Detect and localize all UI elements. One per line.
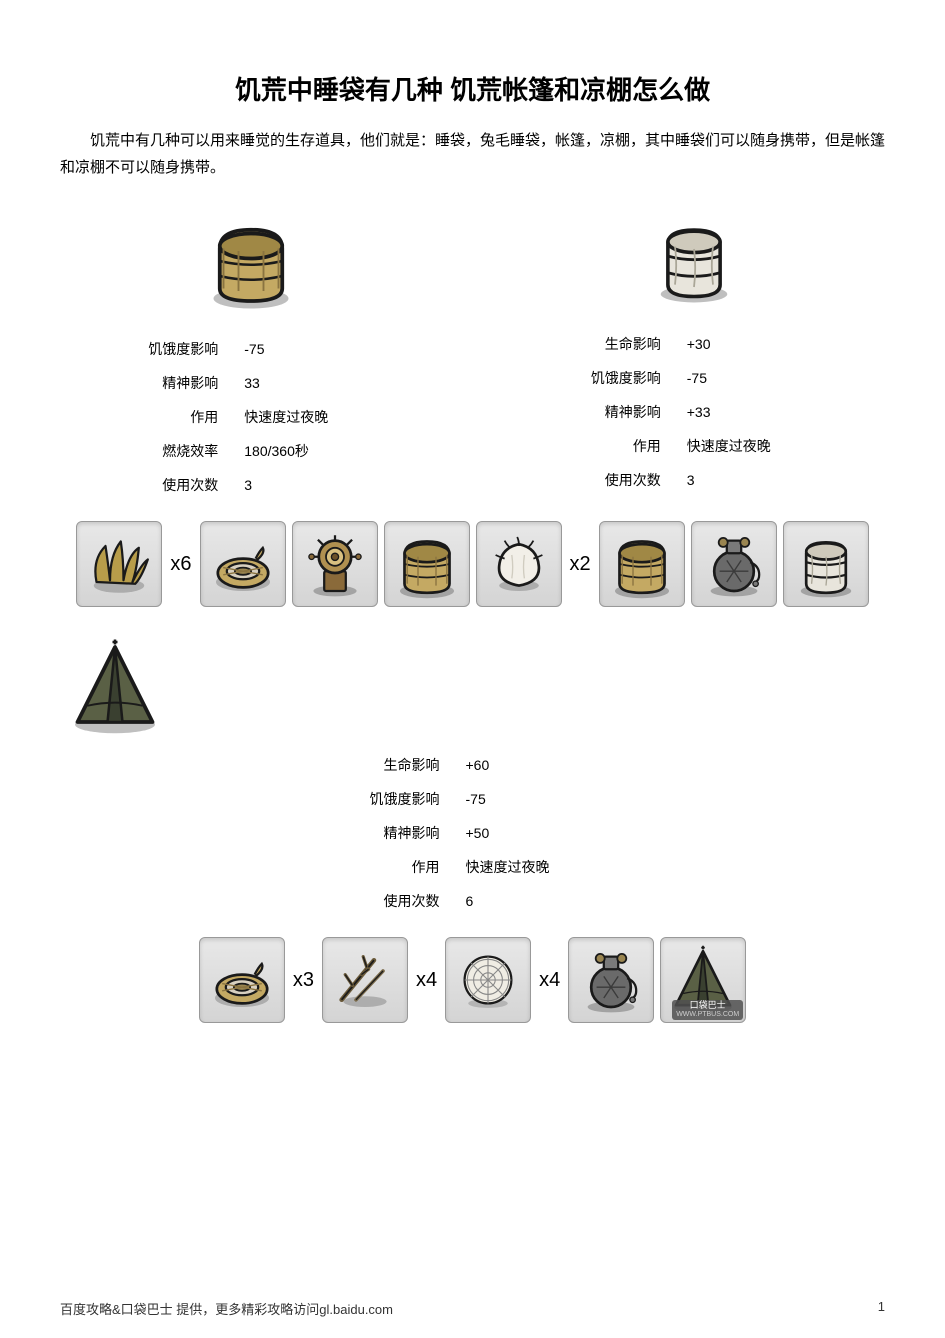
- strawbag-stats: 饥饿度影响-75精神影响33作用快速度过夜晚燃烧效率180/360秒使用次数3: [108, 331, 394, 503]
- stat-value: +30: [675, 328, 835, 360]
- stat-label: 使用次数: [110, 469, 230, 501]
- tent-stats: 生命影响+60饥饿度影响-75精神影响+50作用快速度过夜晚使用次数6: [330, 747, 616, 919]
- alchemy-slot: [691, 521, 777, 607]
- stat-row: 饥饿度影响-75: [110, 333, 392, 365]
- intro-paragraph: 饥荒中有几种可以用来睡觉的生存道具，他们就是：睡袋，兔毛睡袋，帐篷，凉棚，其中睡…: [60, 127, 885, 181]
- stat-value: +33: [675, 396, 835, 428]
- stat-row: 作用快速度过夜晚: [553, 430, 835, 462]
- stat-row: 使用次数6: [332, 885, 614, 917]
- stat-label: 饥饿度影响: [110, 333, 230, 365]
- twigs-slot: [322, 937, 408, 1023]
- strawbag-column: 饥饿度影响-75精神影响33作用快速度过夜晚燃烧效率180/360秒使用次数3: [60, 211, 443, 503]
- stat-row: 作用快速度过夜晚: [110, 401, 392, 433]
- tent-section: 生命影响+60饥饿度影响-75精神影响+50作用快速度过夜晚使用次数6: [60, 637, 885, 919]
- recipe-row-2: x3 x4 x4 口袋巴士WWW.PTBUS.COM: [60, 937, 885, 1023]
- grass-slot: [76, 521, 162, 607]
- stat-value: 6: [454, 885, 614, 917]
- stat-value: 快速度过夜晚: [675, 430, 835, 462]
- stat-value: 180/360秒: [232, 435, 392, 467]
- stat-value: 33: [232, 367, 392, 399]
- stat-row: 生命影响+30: [553, 328, 835, 360]
- stat-row: 饥饿度影响-75: [553, 362, 835, 394]
- stat-label: 燃烧效率: [110, 435, 230, 467]
- watermark: 口袋巴士WWW.PTBUS.COM: [672, 1000, 743, 1020]
- tent-image: [60, 637, 885, 737]
- stat-label: 精神影响: [110, 367, 230, 399]
- stat-row: 精神影响+33: [553, 396, 835, 428]
- strawbag-slot: [384, 521, 470, 607]
- stat-label: 精神影响: [332, 817, 452, 849]
- recipe-row-1: x6 x2: [60, 521, 885, 607]
- stat-value: +60: [454, 749, 614, 781]
- stat-label: 饥饿度影响: [332, 783, 452, 815]
- stat-row: 生命影响+60: [332, 749, 614, 781]
- quantity-label: x4: [539, 969, 560, 992]
- stat-value: -75: [232, 333, 392, 365]
- stat-value: 快速度过夜晚: [454, 851, 614, 883]
- stat-row: 使用次数3: [110, 469, 392, 501]
- stat-row: 燃烧效率180/360秒: [110, 435, 392, 467]
- fur-slot: [476, 521, 562, 607]
- strawbag-slot: [599, 521, 685, 607]
- quantity-label: x4: [416, 969, 437, 992]
- stat-row: 精神影响33: [110, 367, 392, 399]
- page-number: 1: [878, 1299, 885, 1318]
- quantity-label: x3: [293, 969, 314, 992]
- page-footer: 百度攻略&口袋巴士 提供，更多精彩攻略访问gl.baidu.com 1: [60, 1299, 885, 1318]
- stat-value: -75: [675, 362, 835, 394]
- stat-row: 使用次数3: [553, 464, 835, 496]
- alchemy-slot: [568, 937, 654, 1023]
- stat-value: 3: [232, 469, 392, 501]
- stat-row: 作用快速度过夜晚: [332, 851, 614, 883]
- stat-value: 快速度过夜晚: [232, 401, 392, 433]
- quantity-label: x2: [570, 553, 591, 576]
- stat-label: 生命影响: [332, 749, 452, 781]
- stat-label: 精神影响: [553, 396, 673, 428]
- stat-label: 生命影响: [553, 328, 673, 360]
- stat-row: 精神影响+50: [332, 817, 614, 849]
- furbag-column: 生命影响+30饥饿度影响-75精神影响+33作用快速度过夜晚使用次数3: [503, 211, 886, 503]
- tent-slot: 口袋巴士WWW.PTBUS.COM: [660, 937, 746, 1023]
- furbag-slot: [783, 521, 869, 607]
- stat-value: +50: [454, 817, 614, 849]
- stat-label: 作用: [553, 430, 673, 462]
- strawbag-image: [60, 211, 443, 316]
- stat-label: 作用: [110, 401, 230, 433]
- rope-slot: [200, 521, 286, 607]
- machine-slot: [292, 521, 378, 607]
- stat-label: 使用次数: [553, 464, 673, 496]
- stat-label: 饥饿度影响: [553, 362, 673, 394]
- stat-label: 使用次数: [332, 885, 452, 917]
- stat-value: 3: [675, 464, 835, 496]
- page-title: 饥荒中睡袋有几种 饥荒帐篷和凉棚怎么做: [60, 70, 885, 107]
- furbag-image: [503, 211, 886, 311]
- furbag-stats: 生命影响+30饥饿度影响-75精神影响+33作用快速度过夜晚使用次数3: [551, 326, 837, 498]
- silk-slot: [445, 937, 531, 1023]
- rope-slot: [199, 937, 285, 1023]
- top-columns: 饥饿度影响-75精神影响33作用快速度过夜晚燃烧效率180/360秒使用次数3 …: [60, 211, 885, 503]
- quantity-label: x6: [170, 553, 191, 576]
- footer-source: 百度攻略&口袋巴士 提供，更多精彩攻略访问gl.baidu.com: [60, 1299, 393, 1318]
- stat-row: 饥饿度影响-75: [332, 783, 614, 815]
- stat-value: -75: [454, 783, 614, 815]
- stat-label: 作用: [332, 851, 452, 883]
